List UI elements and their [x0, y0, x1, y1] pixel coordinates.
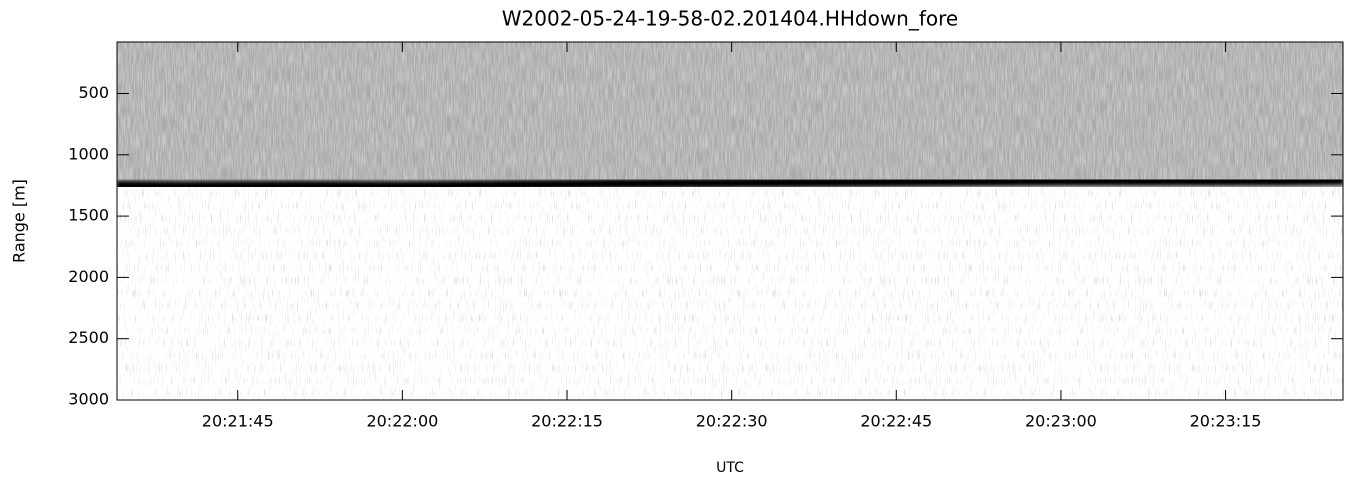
x-tick-label: 20:23:00	[1025, 412, 1097, 431]
x-tick-label: 20:21:45	[202, 412, 274, 431]
y-axis-label: Range [m]	[10, 179, 29, 263]
x-tick-label: 20:22:30	[696, 412, 768, 431]
x-tick-label: 20:22:00	[366, 412, 438, 431]
y-tick-label: 3000	[68, 390, 109, 409]
clutter-texture	[117, 42, 1343, 187]
y-tick-label: 2000	[68, 267, 109, 286]
plot-area	[117, 42, 1343, 400]
y-tick-label: 1000	[68, 144, 109, 163]
surface-echo	[117, 176, 1343, 191]
y-tick-label: 2500	[68, 328, 109, 347]
y-tick-label: 500	[78, 83, 109, 102]
x-tick-label: 20:23:15	[1190, 412, 1262, 431]
x-tick-label: 20:22:15	[531, 412, 603, 431]
x-axis-label: UTC	[716, 460, 744, 476]
plot-frame	[116, 41, 1344, 401]
y-tick-label: 1500	[68, 206, 109, 225]
chart-title: W2002-05-24-19-58-02.201404.HHdown_fore	[502, 7, 958, 31]
x-tick-label: 20:22:45	[860, 412, 932, 431]
